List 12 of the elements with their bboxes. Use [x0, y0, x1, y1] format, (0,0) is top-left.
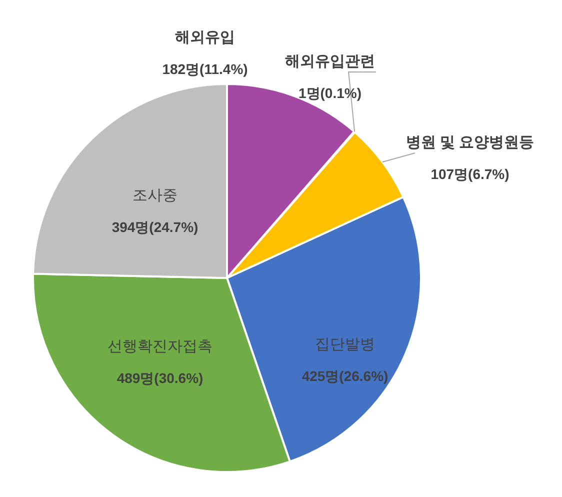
data-label: 1명(0.1%)	[298, 84, 362, 101]
data-label: 394명(24.7%)	[112, 218, 198, 235]
data-label: 107명(6.7%)	[430, 166, 510, 182]
data-label: 425명(26.6%)	[302, 368, 388, 384]
slice-label: 해외유입	[175, 29, 235, 46]
data-label: 182명(11.4%)	[162, 60, 248, 77]
slice-label: 조사중	[132, 187, 178, 204]
slice-label: 해외유입관련	[285, 53, 375, 70]
data-label: 489명(30.6%)	[116, 370, 204, 386]
slice-label: 집단발병	[315, 336, 375, 354]
slice-label: 선행확진자접촉	[108, 338, 212, 356]
slice-label: 병원 및 요양병원등	[406, 134, 534, 152]
